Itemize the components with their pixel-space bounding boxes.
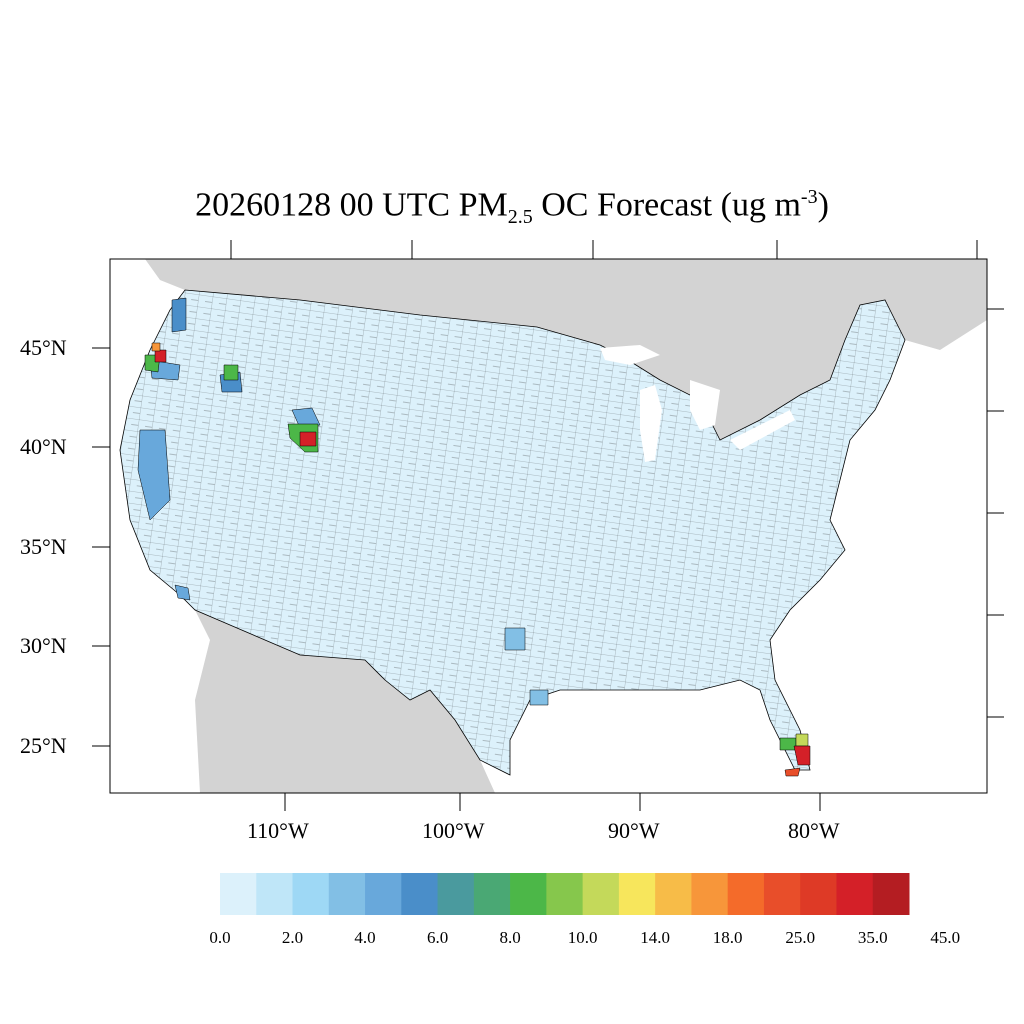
colorbar-box bbox=[836, 873, 874, 915]
lat-label-30: 30°N bbox=[20, 633, 67, 658]
colorbar-box bbox=[691, 873, 729, 915]
lon-label-90: 90°W bbox=[608, 818, 660, 843]
colorbar bbox=[220, 873, 910, 915]
axis-ticks bbox=[92, 240, 1004, 811]
colorbar-box bbox=[437, 873, 475, 915]
map-frame bbox=[109, 258, 988, 794]
mexico-land bbox=[195, 610, 495, 793]
lake-huron-erie bbox=[690, 380, 795, 450]
colorbar-label: 4.0 bbox=[354, 928, 376, 947]
colorbar-label: 6.0 bbox=[426, 928, 449, 947]
colorbar-box bbox=[618, 873, 656, 915]
colorbar-box bbox=[763, 873, 801, 915]
lon-label-100: 100°W bbox=[422, 818, 485, 843]
colorbar-box bbox=[328, 873, 366, 915]
colorbar-box bbox=[546, 873, 584, 915]
canada-land bbox=[145, 259, 987, 440]
colorbar-box bbox=[510, 873, 547, 915]
lon-label-80: 80°W bbox=[788, 818, 840, 843]
colorbar-label: 2.0 bbox=[281, 928, 304, 947]
colorbar-box bbox=[256, 873, 294, 915]
colorbar-box bbox=[292, 873, 330, 915]
lat-label-45: 45°N bbox=[20, 335, 67, 360]
lat-label-25: 25°N bbox=[20, 733, 67, 758]
colorbar-label: 45.0 bbox=[930, 928, 961, 947]
colorbar-box bbox=[800, 873, 837, 915]
lake-michigan bbox=[640, 385, 662, 462]
concentration-hotspots bbox=[137, 297, 811, 777]
colorbar-box bbox=[582, 873, 620, 915]
colorbar-label: 25.0 bbox=[785, 928, 816, 947]
map-title: 20260128 00 UTC PM2.5 OC Forecast (ug m-… bbox=[195, 186, 829, 229]
colorbar-label: 35.0 bbox=[857, 928, 888, 947]
lake-superior bbox=[600, 345, 660, 365]
lon-label-110: 110°W bbox=[247, 818, 309, 843]
colorbar-box bbox=[473, 873, 511, 915]
colorbar-box bbox=[655, 873, 692, 915]
colorbar-box bbox=[872, 873, 910, 915]
lat-label-40: 40°N bbox=[20, 434, 67, 459]
colorbar-box bbox=[727, 873, 765, 915]
colorbar-label: 14.0 bbox=[640, 928, 671, 947]
colorbar-box bbox=[401, 873, 439, 915]
colorbar-box bbox=[365, 873, 402, 915]
colorbar-box bbox=[220, 873, 257, 915]
colorbar-label: 10.0 bbox=[567, 928, 598, 947]
colorbar-label: 8.0 bbox=[499, 928, 521, 947]
colorbar-label: 0.0 bbox=[209, 928, 231, 947]
lat-label-35: 35°N bbox=[20, 534, 67, 559]
colorbar-label: 18.0 bbox=[712, 928, 743, 947]
